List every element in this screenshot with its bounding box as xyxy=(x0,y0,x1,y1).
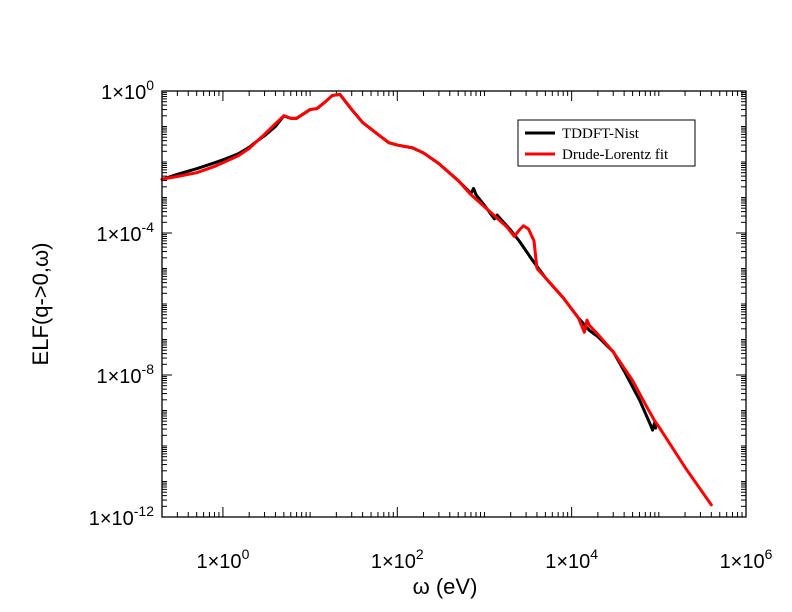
legend-label-tddft-nist: TDDFT-Nist xyxy=(562,126,640,142)
x-tick-label: 1×106 xyxy=(720,546,773,573)
y-tick-label: 1×100 xyxy=(101,77,154,104)
x-tick-labels: 1×100 1×102 1×104 1×106 xyxy=(197,546,773,573)
legend: TDDFT-Nist Drude-Lorentz fit xyxy=(517,119,696,167)
minor-ticks xyxy=(161,91,746,517)
x-tick-label: 1×100 xyxy=(197,546,250,573)
y-axis-label: ELF(q->0,ω) xyxy=(28,243,53,366)
legend-box xyxy=(517,119,696,167)
y-tick-label: 1×10-8 xyxy=(96,361,154,388)
legend-label-drude-lorentz: Drude-Lorentz fit xyxy=(562,147,669,163)
plot-frame xyxy=(161,90,747,518)
y-tick-label: 1×10-4 xyxy=(96,219,154,246)
x-axis-label: ω (eV) xyxy=(413,574,478,599)
x-tick-label: 1×102 xyxy=(371,546,424,573)
y-tick-labels: 1×100 1×10-4 1×10-8 1×10-12 xyxy=(89,77,155,530)
series-line-drude-lorentz-fit xyxy=(160,92,713,507)
series-layer xyxy=(160,92,713,507)
y-tick-label: 1×10-12 xyxy=(89,503,155,530)
x-tick-label: 1×104 xyxy=(545,546,598,573)
